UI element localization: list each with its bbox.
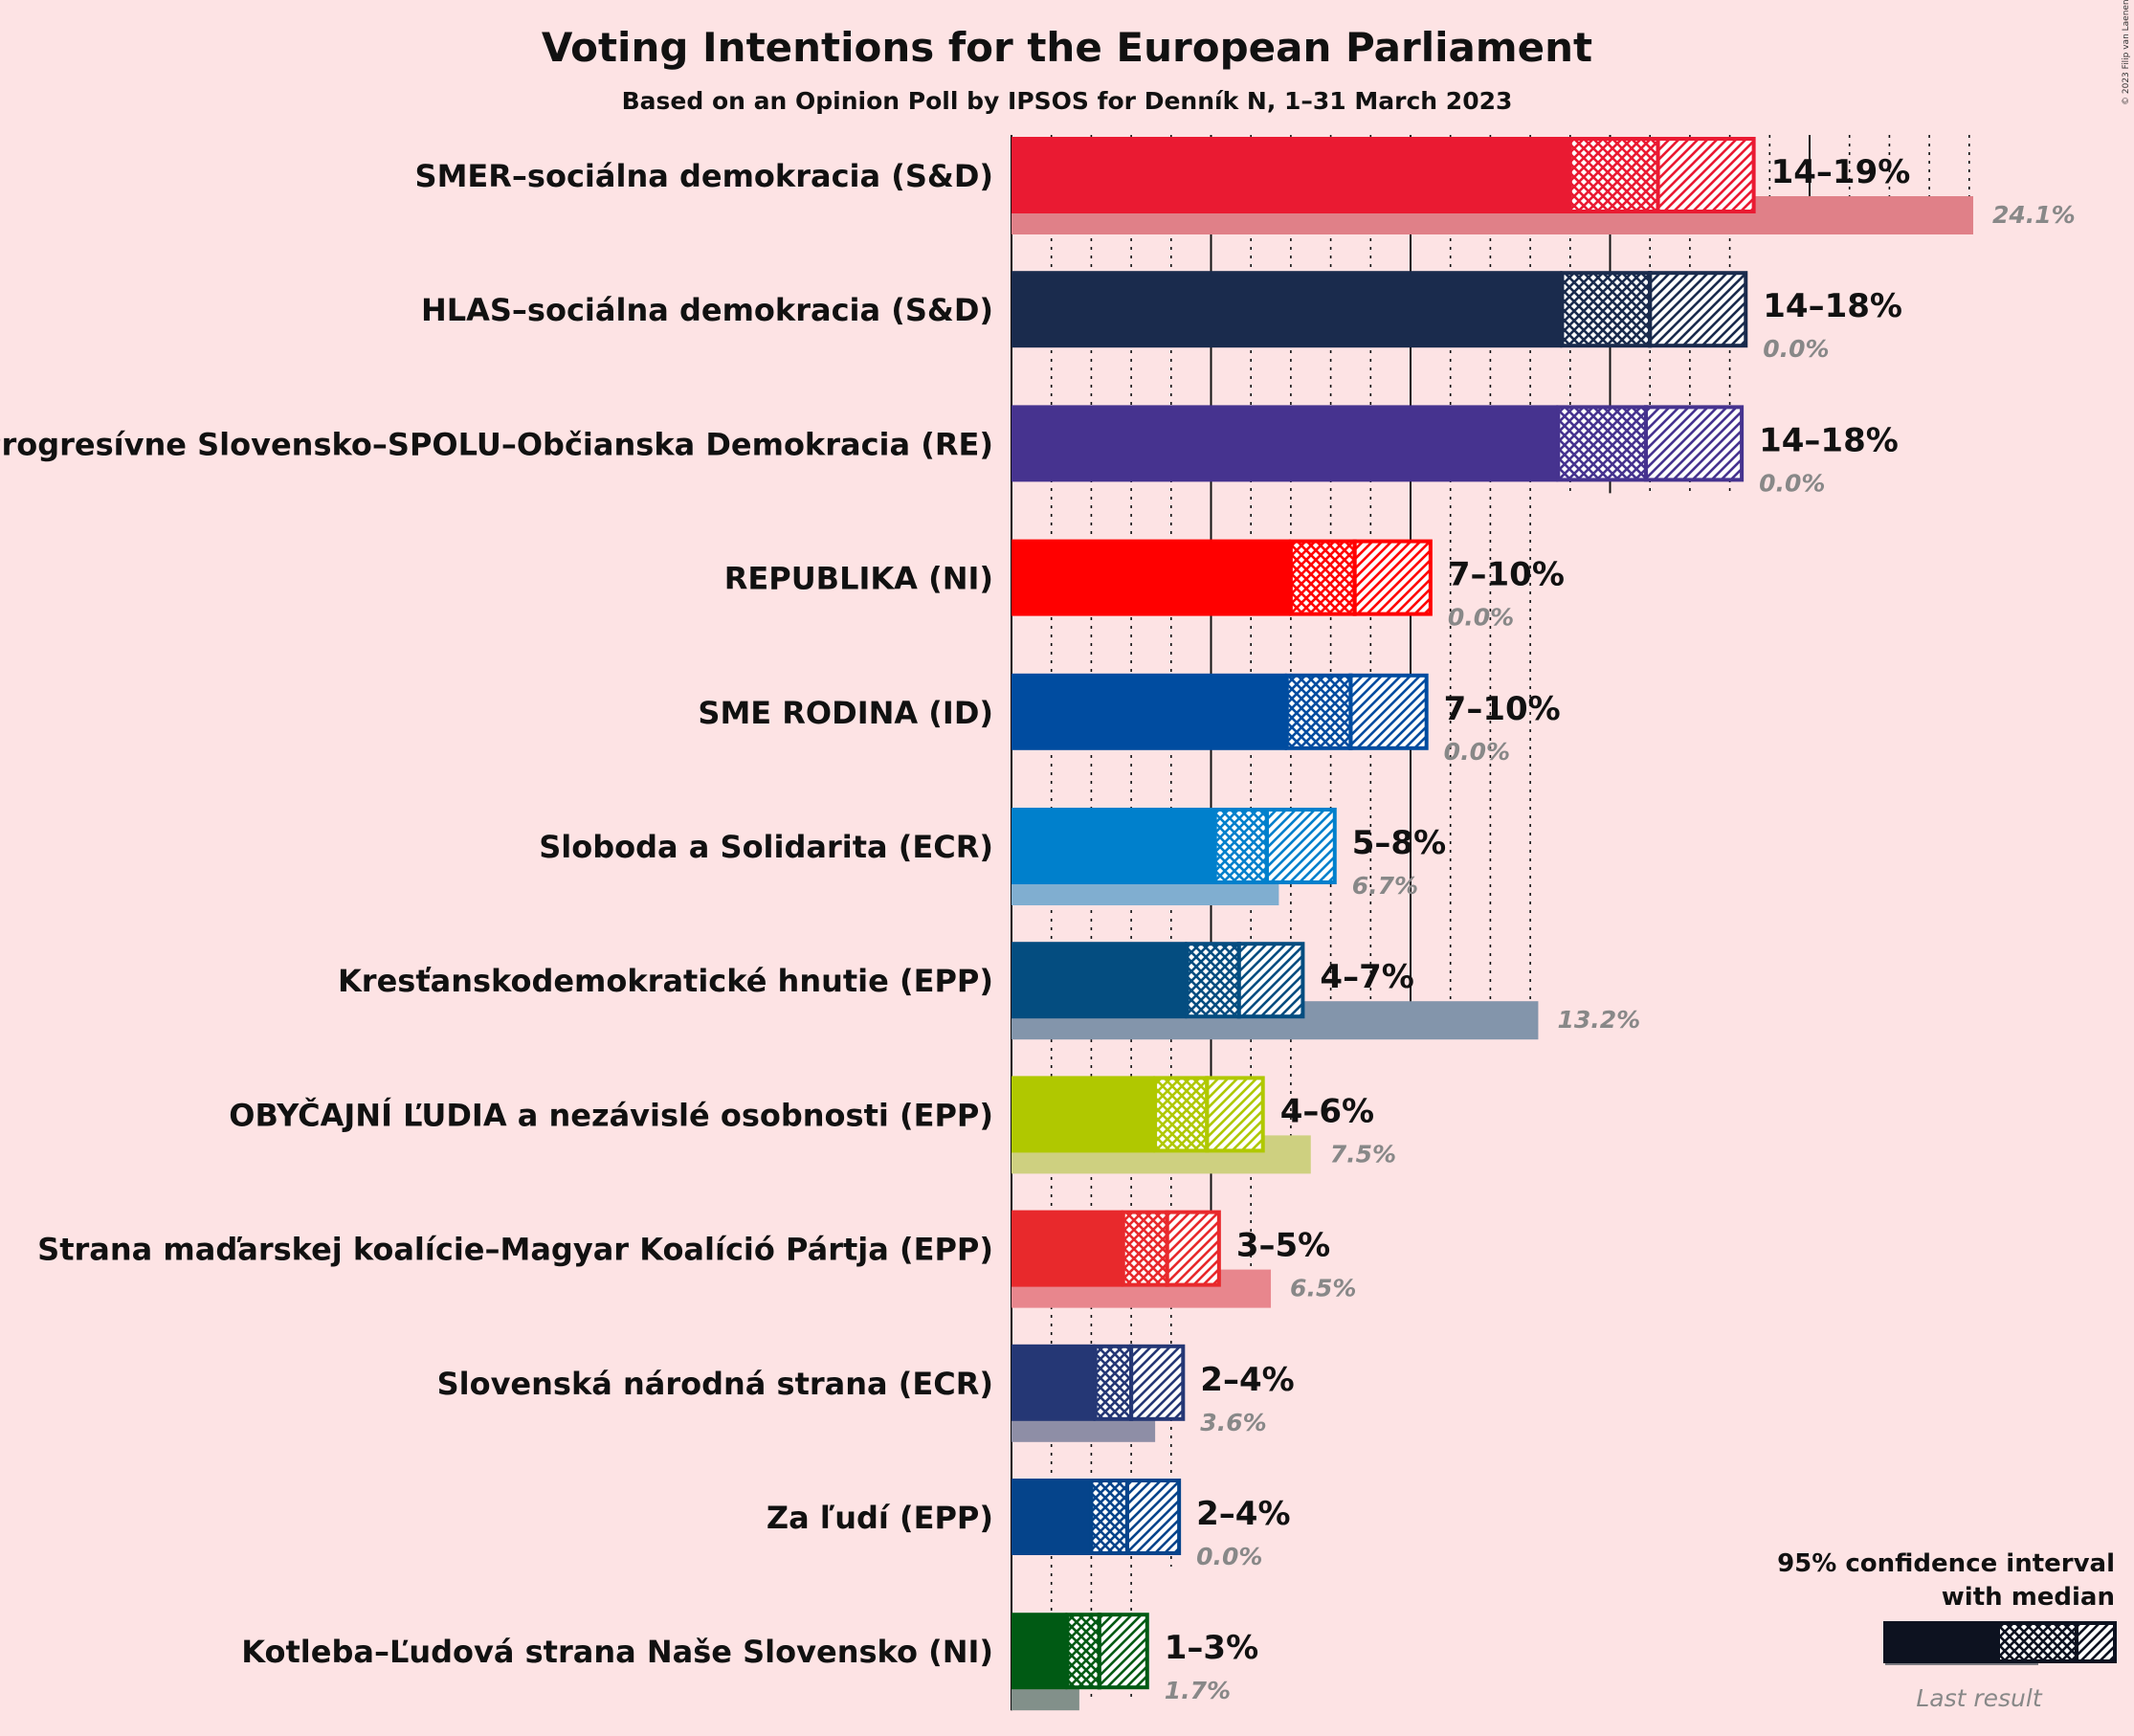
ci-lower-crosshatch [1556,405,1649,482]
range-label: 14–19% [1771,153,1911,191]
range-label: 2–4% [1200,1361,1294,1399]
ci-upper-hatch [1129,1344,1186,1421]
ci-upper-hatch [1648,271,1748,348]
party-row: Sloboda a Solidarita (ECR) 5–8% 6.7% [539,808,1446,905]
party-label: SME RODINA (ID) [698,695,993,731]
party-row: SMER–sociálna demokracia (S&D) 14–19% 24.1… [415,137,2076,234]
party-label: Kresťanskodemokratické hnutie (EPP) [338,963,993,999]
party-label: SMER–sociálna demokracia (S&D) [415,158,993,194]
bar-below-ci [1011,808,1215,884]
legend-bar-solid [1883,1621,1998,1663]
ci-lower-crosshatch [1089,1479,1129,1555]
ci-upper-hatch [1352,539,1433,616]
ci-upper-hatch [1097,1613,1149,1690]
party-label: Sloboda a Solidarita (ECR) [539,829,993,865]
ci-upper-hatch [1165,1210,1221,1287]
chart-title: Voting Intentions for the European Parli… [542,24,1592,71]
legend-title-line2: with median [1942,1583,2115,1612]
last-result-label: 6.7% [1352,872,1418,900]
bar-below-ci [1011,405,1559,482]
bar-below-ci [1011,1344,1096,1421]
range-label: 14–18% [1759,421,1899,459]
party-label: Strana maďarskej koalície–Magyar Koalíci… [37,1232,993,1268]
legend-title-line1: 95% confidence interval [1777,1549,2115,1578]
ci-lower-crosshatch [1065,1613,1101,1690]
party-label: Slovenská národná strana (ECR) [437,1366,993,1402]
bar-below-ci [1011,1210,1123,1287]
ci-upper-hatch [1264,808,1337,884]
bar-below-ci [1011,137,1570,213]
range-label: 7–10% [1448,556,1565,594]
party-rows: SMER–sociálna demokracia (S&D) 14–19% 24.1… [0,137,2076,1711]
party-row: SME RODINA (ID) 7–10% 0.0% [698,673,1561,766]
ci-upper-hatch [1124,1479,1182,1555]
range-label: 2–4% [1196,1495,1290,1533]
ci-upper-hatch [1348,673,1429,750]
ci-lower-crosshatch [1560,271,1653,348]
party-label: Za ľudí (EPP) [767,1500,993,1536]
party-row: Progresívne Slovensko–SPOLU–Občianska De… [0,405,1899,497]
last-result-label: 13.2% [1557,1006,1640,1034]
ci-upper-hatch [1236,942,1305,1019]
party-row: Slovenská národná strana (ECR) 2–4% 3.6% [437,1344,1295,1442]
legend-bar-crosshatch [1996,1621,2078,1663]
last-result-label: 7.5% [1330,1140,1396,1168]
party-label: Progresívne Slovensko–SPOLU–Občianska De… [0,426,993,462]
legend-last-result-label: Last result [1916,1684,2042,1712]
party-row: Kotleba–Ľudová strana Naše Slovensko (NI… [241,1613,1258,1711]
ci-upper-hatch [1656,137,1756,213]
bar-below-ci [1011,539,1291,616]
last-result-label: 0.0% [1196,1543,1262,1570]
bar-below-ci [1011,673,1287,750]
last-result-label: 6.5% [1290,1275,1356,1302]
range-label: 3–5% [1236,1227,1330,1265]
range-label: 1–3% [1165,1629,1258,1667]
range-label: 4–6% [1280,1092,1374,1130]
party-label: OBYČAJNÍ ĽUDIA a nezávislé osobnosti (EP… [229,1096,993,1133]
party-row: Za ľudí (EPP) 2–4% 0.0% [767,1479,1291,1570]
last-result-label: 0.0% [1444,738,1510,766]
party-label: HLAS–sociálna demokracia (S&D) [421,292,993,328]
ci-lower-crosshatch [1567,137,1660,213]
range-label: 4–7% [1320,958,1413,996]
last-result-label: 24.1% [1992,201,2076,229]
ci-lower-crosshatch [1212,808,1269,884]
ci-lower-crosshatch [1288,539,1357,616]
party-row: Kresťanskodemokratické hnutie (EPP) 4–7% 1… [338,942,1640,1040]
bar-below-ci [1011,1479,1092,1555]
range-label: 7–10% [1444,690,1561,728]
legend-bar-hatch [2075,1621,2117,1663]
grid-lines [1011,135,1970,1711]
party-row: REPUBLIKA (NI) 7–10% 0.0% [724,539,1565,632]
ci-lower-crosshatch [1153,1076,1210,1153]
ci-lower-crosshatch [1093,1344,1134,1421]
last-result-label: 0.0% [1448,604,1514,632]
ci-upper-hatch [1205,1076,1265,1153]
legend: 95% confidence interval with median Last… [1777,1549,2117,1712]
party-label: Kotleba–Ľudová strana Naše Slovensko (NI… [241,1634,993,1670]
bar-below-ci [1011,1613,1068,1690]
ci-lower-crosshatch [1185,942,1241,1019]
ci-lower-crosshatch [1284,673,1353,750]
last-result-label: 1.7% [1165,1677,1231,1704]
last-result-label: 0.0% [1759,469,1825,497]
copyright-notice: © 2023 Filip van Laenen [2122,0,2131,105]
range-label: 5–8% [1352,824,1446,862]
party-row: Strana maďarskej koalície–Magyar Koalíci… [37,1210,1356,1308]
chart-subtitle: Based on an Opinion Poll by IPSOS for De… [622,87,1513,115]
last-result-label: 0.0% [1763,335,1829,363]
bar-below-ci [1011,271,1563,348]
ci-upper-hatch [1644,405,1745,482]
party-label: REPUBLIKA (NI) [724,561,993,597]
ci-lower-crosshatch [1121,1210,1169,1287]
last-result-label: 3.6% [1200,1409,1266,1436]
bar-below-ci [1011,942,1188,1019]
party-row: OBYČAJNÍ ĽUDIA a nezávislé osobnosti (EP… [229,1076,1396,1174]
bar-below-ci [1011,1076,1156,1153]
range-label: 14–18% [1763,287,1902,325]
party-row: HLAS–sociálna demokracia (S&D) 14–18% 0.0% [421,271,1902,363]
